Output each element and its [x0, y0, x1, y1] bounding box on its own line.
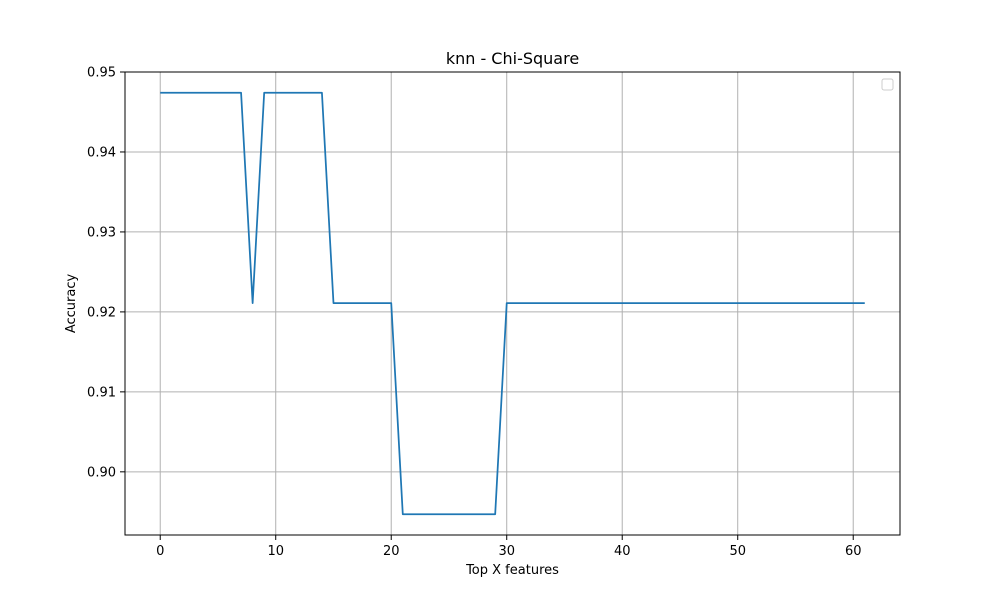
y-tick-label: 0.94 — [87, 145, 116, 160]
y-axis-label: Accuracy — [64, 274, 79, 334]
x-tick-label: 10 — [267, 544, 284, 559]
ticks: 0 10 20 30 40 50 60 0.90 0.91 0.92 0.93 0.94 0.95 — [87, 66, 861, 560]
chart-title: knn - Chi-Square — [446, 49, 579, 68]
x-tick-label: 50 — [729, 544, 746, 559]
plot-frame — [124, 71, 901, 536]
y-tick-label: 0.90 — [87, 465, 116, 480]
x-tick-label: 0 — [156, 544, 164, 559]
y-tick-label: 0.93 — [87, 225, 116, 240]
series-layer — [160, 91, 865, 516]
x-tick-label: 60 — [845, 544, 862, 559]
y-tick-label: 0.91 — [87, 385, 116, 400]
y-tick-label: 0.95 — [87, 66, 116, 81]
x-tick-label: 30 — [498, 544, 515, 559]
y-tick-label: 0.92 — [87, 305, 116, 320]
x-tick-label: 40 — [614, 544, 631, 559]
series-line — [160, 91, 865, 516]
x-tick-label: 20 — [383, 544, 400, 559]
x-axis-label: Top X features — [465, 563, 559, 578]
legend-box — [881, 78, 894, 91]
